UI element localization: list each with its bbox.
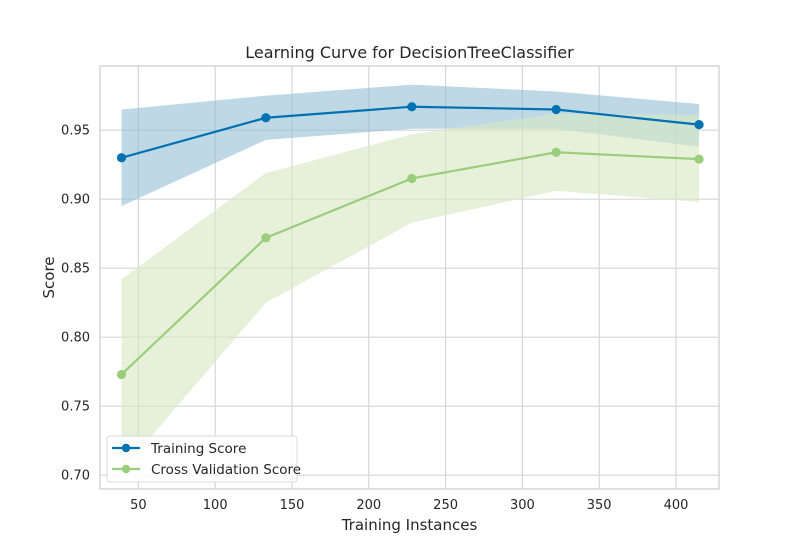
legend-box [106,435,298,483]
legend-training-score-label: Training Score [150,441,246,457]
x-tick-label: 250 [433,498,458,513]
training-score-point [694,120,704,130]
cross-validation-score-point [407,173,417,184]
training-score-point [551,104,561,115]
cross-validation-score-point [694,154,704,164]
cross-validation-score-point [551,147,561,157]
x-tick-labels: 50 100 150 200 250 300 350 400 [130,498,688,513]
x-tick-label: 50 [130,498,147,513]
cross-validation-score-point [116,369,127,380]
series-points [116,102,704,380]
legend-training-score-marker [121,443,131,453]
x-tick-label: 400 [664,498,689,513]
legend: Training Score Cross Validation Score [106,435,301,483]
y-tick-labels: 0.70 0.75 0.80 0.85 0.90 0.95 [61,124,90,484]
chart-title: Learning Curve for DecisionTreeClassifie… [245,43,574,62]
training-score-point [261,113,271,123]
x-tick-label: 150 [280,498,305,513]
y-tick-label: 0.85 [61,262,90,277]
score-bands [121,84,700,472]
training-score-point [407,102,417,112]
x-tick-label: 200 [356,498,381,513]
legend-cross-validation-score-marker [121,464,131,474]
plot-frame [99,65,720,490]
x-axis-title: Training Instances [341,516,478,534]
x-tick-label: 350 [587,498,612,513]
y-tick-label: 0.75 [61,400,90,415]
legend-cross-validation-score-label: Cross Validation Score [151,462,301,478]
y-tick-label: 0.80 [61,331,90,346]
x-tick-label: 100 [203,498,228,513]
y-tick-label: 0.95 [61,124,90,139]
y-axis-title: Score [40,256,58,298]
y-tick-label: 0.90 [61,193,90,208]
cross-validation-score-point [261,233,271,243]
training-score-point [116,153,127,163]
x-tick-label: 300 [510,498,535,513]
cross-validation-score-band [121,113,700,472]
y-tick-label: 0.70 [61,469,90,484]
